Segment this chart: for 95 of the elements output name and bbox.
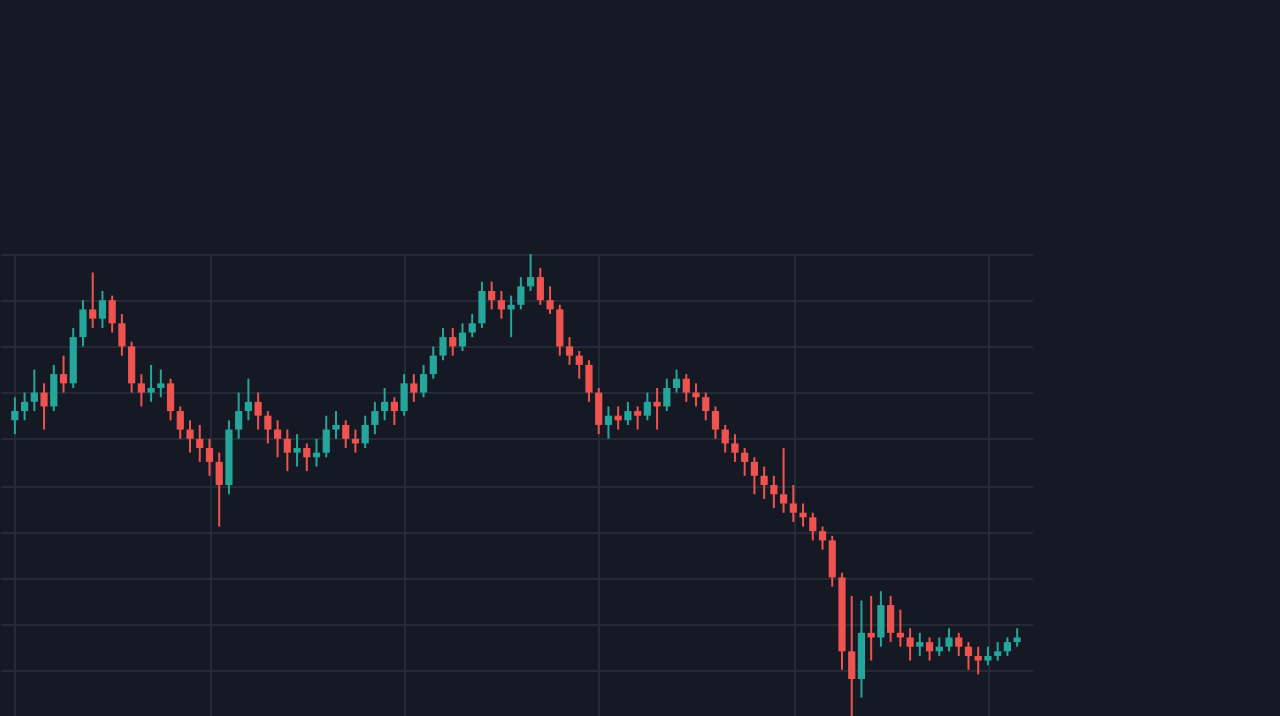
candlestick bbox=[1013, 627, 1021, 648]
candlestick bbox=[527, 253, 535, 292]
candlestick bbox=[488, 280, 496, 311]
candlestick bbox=[361, 414, 369, 450]
candlestick bbox=[945, 627, 953, 653]
candlestick bbox=[624, 400, 632, 426]
candlestick bbox=[955, 631, 963, 657]
candlestick bbox=[916, 631, 924, 657]
candlestick bbox=[789, 484, 797, 523]
candlestick bbox=[128, 340, 136, 394]
candlestick bbox=[303, 442, 311, 473]
candlestick bbox=[828, 534, 836, 588]
candlestick bbox=[410, 373, 418, 403]
candlestick bbox=[906, 627, 914, 662]
candlestick bbox=[244, 377, 252, 422]
candlestick bbox=[643, 391, 651, 422]
candlestick bbox=[157, 368, 165, 399]
candlestick bbox=[254, 391, 262, 431]
candlestick bbox=[264, 410, 272, 445]
candlestick bbox=[21, 391, 29, 422]
candlestick bbox=[40, 382, 48, 431]
candlestick bbox=[780, 447, 788, 514]
candlestick bbox=[342, 419, 350, 450]
candlestick bbox=[332, 410, 340, 440]
candlestick bbox=[809, 511, 817, 542]
candlestick bbox=[731, 433, 739, 463]
candlestick bbox=[215, 451, 223, 528]
candlestick bbox=[381, 386, 389, 422]
candlestick bbox=[390, 396, 398, 426]
candlestick bbox=[30, 368, 38, 413]
candlestick bbox=[925, 636, 934, 662]
candlestick bbox=[147, 363, 155, 403]
candlestick bbox=[565, 336, 574, 366]
candlestick bbox=[166, 377, 175, 422]
candlestick bbox=[371, 400, 379, 436]
candlestick bbox=[994, 641, 1002, 662]
candlestick bbox=[887, 594, 895, 644]
candlestick bbox=[702, 391, 710, 422]
candlestick bbox=[964, 641, 973, 671]
candlestick bbox=[205, 437, 214, 477]
candlestick bbox=[50, 363, 58, 413]
candlestick bbox=[98, 289, 107, 329]
candlestick bbox=[595, 386, 603, 436]
candlestick bbox=[818, 525, 827, 551]
candlestick bbox=[59, 354, 68, 394]
candlestick bbox=[741, 447, 749, 477]
candlestick bbox=[497, 289, 505, 320]
candlestick bbox=[186, 419, 194, 454]
candlestick bbox=[575, 350, 583, 380]
candlestick bbox=[877, 590, 885, 648]
candlestick bbox=[653, 386, 661, 431]
candlestick bbox=[517, 276, 525, 311]
candlestick bbox=[974, 645, 982, 676]
candlestick bbox=[293, 433, 301, 468]
candlestick bbox=[429, 345, 437, 380]
candlestick bbox=[750, 456, 758, 496]
candlestick bbox=[672, 368, 681, 394]
candlestick bbox=[536, 266, 544, 306]
candlestick bbox=[79, 299, 87, 348]
candlestick bbox=[984, 645, 992, 667]
candlestick bbox=[449, 326, 457, 357]
candlestick bbox=[108, 294, 116, 334]
candlestick bbox=[69, 326, 77, 389]
candlestick bbox=[760, 465, 768, 500]
candlestick bbox=[770, 474, 778, 510]
candlestick bbox=[283, 428, 291, 473]
candlestick bbox=[419, 363, 428, 399]
candlestick bbox=[322, 414, 330, 459]
candlestick bbox=[400, 373, 408, 417]
candlestick bbox=[546, 285, 554, 316]
candlestick bbox=[439, 326, 447, 362]
candlestick bbox=[721, 423, 729, 454]
candlestick bbox=[634, 405, 642, 431]
candlestick bbox=[235, 391, 243, 440]
candlestick bbox=[663, 377, 671, 413]
candlestick bbox=[137, 373, 145, 408]
candlestick bbox=[585, 359, 593, 403]
candlestick bbox=[1003, 636, 1011, 657]
candlestick bbox=[604, 405, 613, 440]
candlestick bbox=[692, 382, 700, 408]
candlestick bbox=[458, 322, 467, 353]
candlestick bbox=[89, 271, 97, 329]
candlestick bbox=[196, 423, 204, 463]
candlestick bbox=[11, 396, 19, 436]
candlestick bbox=[711, 405, 720, 440]
candlestick bbox=[556, 303, 564, 357]
candlestick bbox=[468, 313, 476, 339]
candlestick bbox=[478, 280, 486, 329]
candlestick bbox=[118, 313, 126, 357]
candlestick bbox=[848, 594, 856, 716]
candlestick bbox=[857, 599, 866, 699]
candlestick bbox=[274, 419, 282, 459]
candlestick bbox=[799, 502, 807, 528]
candlestick bbox=[176, 405, 184, 440]
candlestick bbox=[682, 373, 690, 403]
